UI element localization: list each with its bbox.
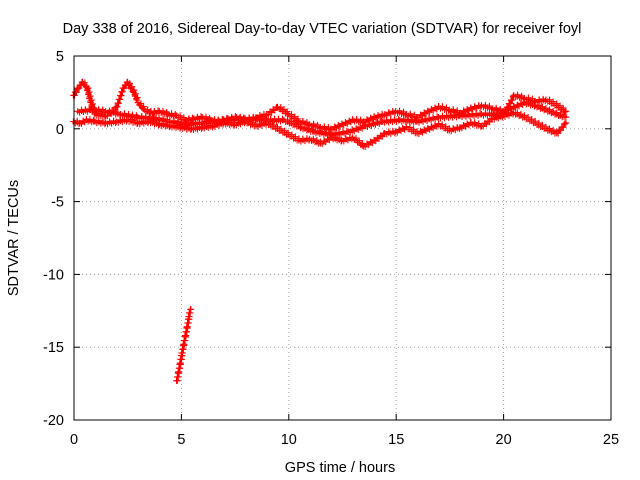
data-point: [560, 124, 567, 131]
chart-title: Day 338 of 2016, Sidereal Day-to-day VTE…: [63, 21, 582, 37]
series-track-main-upper: [70, 78, 570, 134]
data-point: [507, 100, 514, 107]
x-tick-label: 0: [70, 432, 78, 448]
series-track-negative-segment: [173, 306, 195, 384]
y-tick-label: 5: [56, 49, 64, 65]
data-point: [562, 108, 570, 115]
data-point: [505, 103, 512, 111]
tick-layer: [73, 55, 612, 421]
y-tick-label: -20: [43, 413, 64, 429]
y-tick-label: -15: [43, 340, 64, 356]
label-layer: 0 5 10 15 20 25 5 0 -5 -10 -15 -20: [43, 49, 619, 448]
data-point: [509, 96, 516, 104]
y-tick-label: -5: [51, 195, 64, 211]
x-tick-label: 10: [281, 432, 297, 448]
x-tick-label: 5: [177, 432, 185, 448]
data-point: [562, 113, 570, 121]
data-point: [561, 120, 568, 128]
y-tick-label: 0: [56, 122, 64, 138]
y-tick-label: -10: [43, 267, 64, 283]
plot-frame: [73, 55, 612, 421]
data-point: [503, 107, 510, 114]
data-point: [501, 111, 508, 118]
data-point: [125, 81, 132, 88]
data-layer: [70, 78, 570, 384]
y-axis-label: SDTVAR / TECUs: [6, 180, 22, 296]
data-point: [380, 112, 388, 120]
x-tick-label: 20: [496, 432, 512, 448]
x-tick-label: 25: [603, 432, 619, 448]
data-point: [359, 142, 366, 149]
data-point: [136, 101, 143, 109]
x-tick-label: 15: [388, 432, 404, 448]
data-point: [562, 119, 570, 127]
x-axis-label: GPS time / hours: [285, 460, 395, 476]
data-point: [187, 306, 194, 313]
data-point: [127, 84, 134, 92]
series-track-main-mid: [74, 91, 570, 139]
